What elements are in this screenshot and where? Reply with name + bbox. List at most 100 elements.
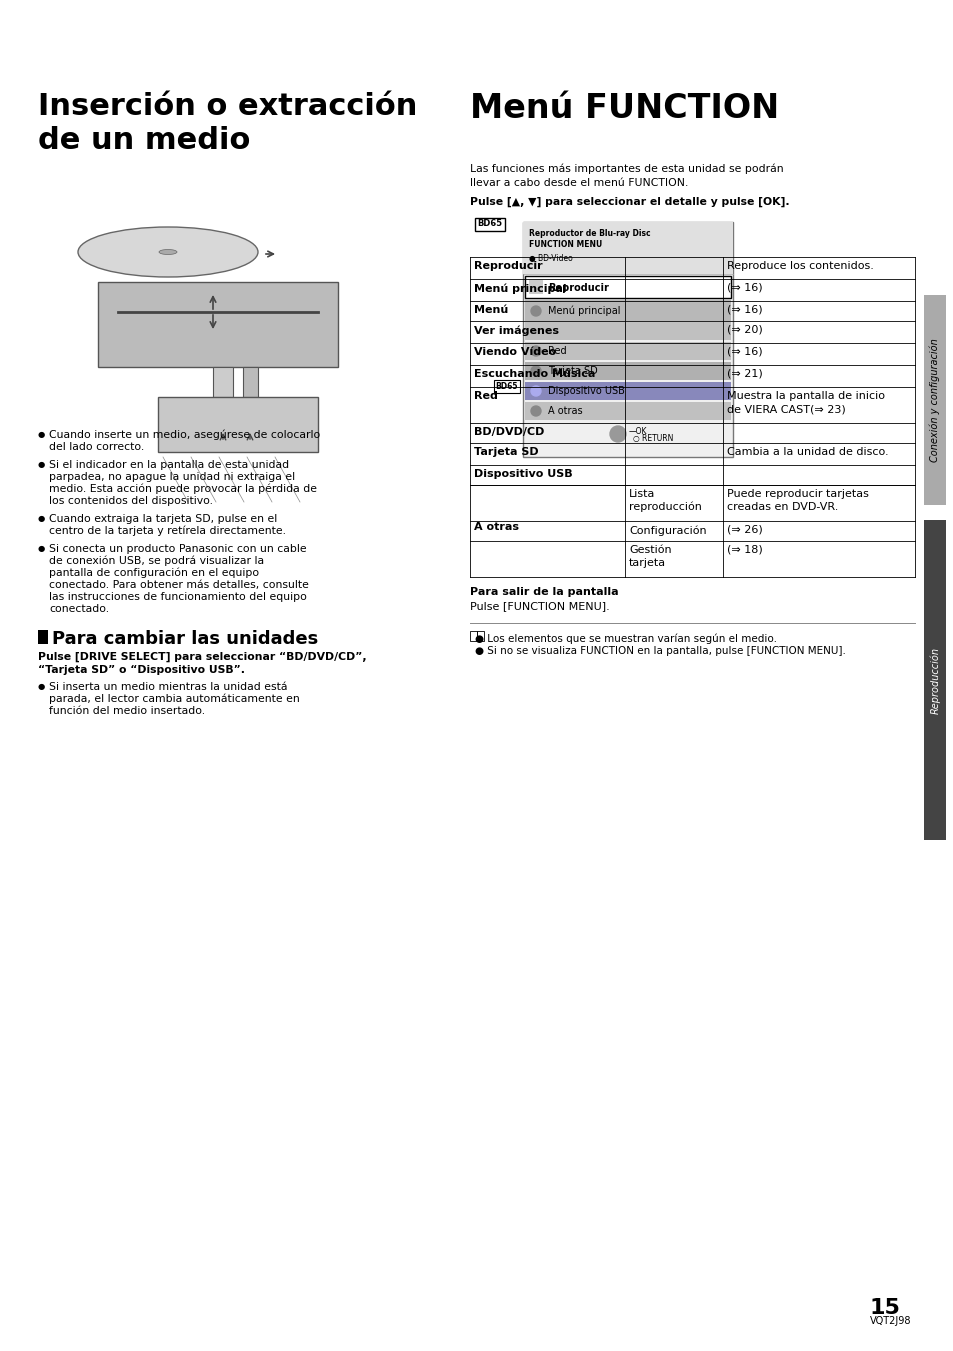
Bar — [524, 276, 730, 299]
Text: A otras: A otras — [474, 521, 518, 532]
Text: ● BD-Video: ● BD-Video — [529, 254, 572, 263]
Text: Reproducir: Reproducir — [547, 282, 608, 293]
Text: conectado.: conectado. — [49, 604, 109, 613]
Text: Dispositivo USB: Dispositivo USB — [474, 469, 572, 480]
Bar — [524, 342, 730, 359]
Bar — [476, 631, 483, 640]
Text: Reproducir: Reproducir — [474, 261, 542, 272]
Bar — [494, 380, 519, 393]
Text: Para cambiar las unidades: Para cambiar las unidades — [52, 630, 318, 648]
Bar — [475, 218, 504, 231]
Text: Reproductor de Blu-ray Disc: Reproductor de Blu-ray Disc — [529, 230, 650, 238]
Bar — [524, 299, 730, 322]
Circle shape — [531, 407, 540, 416]
Bar — [524, 362, 730, 380]
Text: Configuración: Configuración — [628, 526, 706, 535]
Text: BD/DVD/CD: BD/DVD/CD — [474, 427, 544, 436]
Text: Escuchando Música: Escuchando Música — [474, 369, 595, 380]
Text: del lado correcto.: del lado correcto. — [49, 442, 144, 453]
Bar — [923, 295, 945, 505]
Text: Para salir de la pantalla: Para salir de la pantalla — [470, 586, 618, 597]
Circle shape — [531, 305, 540, 316]
Text: Red: Red — [547, 346, 566, 357]
Text: de VIERA CAST(⇒ 23): de VIERA CAST(⇒ 23) — [726, 404, 845, 413]
Text: ●: ● — [38, 544, 45, 553]
Text: (⇒ 16): (⇒ 16) — [726, 347, 761, 357]
Text: 15: 15 — [869, 1298, 900, 1319]
Text: VQT2J98: VQT2J98 — [869, 1316, 910, 1325]
Text: “Tarjeta SD” o “Dispositivo USB”.: “Tarjeta SD” o “Dispositivo USB”. — [38, 665, 245, 676]
Text: ●: ● — [38, 459, 45, 469]
Text: Cambia a la unidad de disco.: Cambia a la unidad de disco. — [726, 447, 887, 457]
Text: ●: ● — [38, 430, 45, 439]
Bar — [524, 382, 730, 400]
Text: pantalla de configuración en el equipo: pantalla de configuración en el equipo — [49, 567, 259, 578]
Bar — [38, 630, 48, 644]
Text: (⇒ 21): (⇒ 21) — [726, 369, 762, 380]
Text: centro de la tarjeta y retírela directamente.: centro de la tarjeta y retírela directam… — [49, 526, 286, 536]
Text: conectado. Para obtener más detalles, consulte: conectado. Para obtener más detalles, co… — [49, 580, 309, 590]
Bar — [213, 367, 233, 397]
Bar — [529, 280, 542, 295]
Bar — [522, 222, 732, 274]
Bar — [243, 367, 257, 397]
Text: reproducción: reproducción — [628, 503, 701, 512]
Text: Lista: Lista — [628, 489, 655, 499]
Text: Reproduce los contenidos.: Reproduce los contenidos. — [726, 261, 873, 272]
Text: Puede reproducir tarjetas: Puede reproducir tarjetas — [726, 489, 868, 499]
Text: Si conecta un producto Panasonic con un cable: Si conecta un producto Panasonic con un … — [49, 544, 306, 554]
Text: de un medio: de un medio — [38, 126, 250, 155]
Circle shape — [531, 346, 540, 357]
Text: Gestión: Gestión — [628, 544, 671, 555]
Text: Inserción o extracción: Inserción o extracción — [38, 92, 417, 122]
Text: (⇒ 18): (⇒ 18) — [726, 544, 762, 555]
Text: Reproducción: Reproducción — [929, 647, 940, 713]
Text: Si inserta un medio mientras la unidad está: Si inserta un medio mientras la unidad e… — [49, 682, 287, 692]
Bar — [524, 403, 730, 420]
Circle shape — [609, 426, 625, 442]
Text: parada, el lector cambia automáticamente en: parada, el lector cambia automáticamente… — [49, 694, 299, 704]
Bar — [923, 520, 945, 840]
Text: Viendo Vídeo: Viendo Vídeo — [474, 347, 556, 357]
Text: ●: ● — [38, 513, 45, 523]
Text: Ver imágenes: Ver imágenes — [474, 326, 558, 335]
Text: —OK: —OK — [628, 427, 647, 435]
Text: Si el indicador en la pantalla de esta unidad: Si el indicador en la pantalla de esta u… — [49, 459, 289, 470]
Text: FUNCTION MENU: FUNCTION MENU — [529, 240, 601, 249]
Bar — [470, 631, 476, 640]
Text: los contenidos del dispositivo.: los contenidos del dispositivo. — [49, 496, 213, 507]
Text: función del medio insertado.: función del medio insertado. — [49, 707, 205, 716]
Text: (⇒ 16): (⇒ 16) — [726, 305, 761, 315]
Circle shape — [531, 386, 540, 396]
Text: medio. Esta acción puede provocar la pérdida de: medio. Esta acción puede provocar la pér… — [49, 484, 316, 494]
Text: ● Si no se visualiza FUNCTION en la pantalla, pulse [FUNCTION MENU].: ● Si no se visualiza FUNCTION en la pant… — [475, 646, 845, 657]
Text: Las funciones más importantes de esta unidad se podrán
llevar a cabo desde el me: Las funciones más importantes de esta un… — [470, 163, 782, 188]
Text: las instrucciones de funcionamiento del equipo: las instrucciones de funcionamiento del … — [49, 592, 307, 603]
Bar — [524, 322, 730, 340]
Text: Conexión y configuración: Conexión y configuración — [929, 338, 940, 462]
Bar — [158, 397, 317, 453]
Text: Red: Red — [474, 390, 497, 401]
Text: BD65: BD65 — [476, 219, 502, 228]
Text: Pulse [DRIVE SELECT] para seleccionar “BD/DVD/CD”,: Pulse [DRIVE SELECT] para seleccionar “B… — [38, 653, 366, 662]
Text: Pulse [FUNCTION MENU].: Pulse [FUNCTION MENU]. — [470, 601, 609, 611]
Text: Cuando inserte un medio, asegúrese de colocarlo: Cuando inserte un medio, asegúrese de co… — [49, 430, 320, 440]
Text: (⇒ 16): (⇒ 16) — [726, 282, 761, 293]
Text: ● Los elementos que se muestran varían según el medio.: ● Los elementos que se muestran varían s… — [475, 634, 776, 643]
Text: (⇒ 20): (⇒ 20) — [726, 326, 762, 335]
Text: Pulse [▲, ▼] para seleccionar el detalle y pulse [OK].: Pulse [▲, ▼] para seleccionar el detalle… — [470, 197, 789, 207]
Text: Menú FUNCTION: Menú FUNCTION — [470, 92, 779, 126]
Text: BD65: BD65 — [496, 382, 517, 390]
Text: ●: ● — [38, 682, 45, 690]
Text: ○ RETURN: ○ RETURN — [633, 435, 673, 443]
Text: Menú: Menú — [474, 305, 508, 315]
Ellipse shape — [159, 250, 177, 254]
Circle shape — [531, 366, 540, 376]
Text: de conexión USB, se podrá visualizar la: de conexión USB, se podrá visualizar la — [49, 557, 264, 566]
Ellipse shape — [78, 227, 257, 277]
Text: Dispositivo USB: Dispositivo USB — [547, 386, 624, 396]
Text: creadas en DVD-VR.: creadas en DVD-VR. — [726, 503, 838, 512]
Text: tarjeta: tarjeta — [628, 558, 665, 567]
Text: Muestra la pantalla de inicio: Muestra la pantalla de inicio — [726, 390, 884, 401]
Bar — [98, 282, 337, 367]
